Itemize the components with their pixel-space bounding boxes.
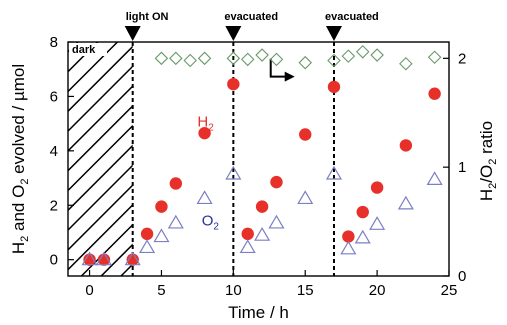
yr-tick-label-1: 1	[458, 159, 466, 176]
h2-point-13	[342, 230, 355, 243]
o2-point-6	[196, 190, 213, 205]
ratio-point-8	[298, 55, 313, 70]
yl-tick-label-3: 6	[50, 88, 58, 105]
event-label-1: evacuated	[224, 11, 278, 23]
h2-point-8	[241, 227, 254, 241]
ratio-point-4	[226, 51, 241, 66]
o2-point-0	[81, 251, 98, 266]
yr-tick-label-0: 0	[458, 268, 466, 285]
x-axis-title: Time / h	[228, 303, 289, 322]
o2-point-1	[95, 251, 112, 266]
h2-point-12	[327, 80, 341, 94]
yl-tick-label-2: 4	[50, 143, 58, 160]
o2-point-16	[397, 195, 414, 210]
series-label-H2: H2	[197, 113, 214, 133]
y-axis-title-left: H2 and O2 evolved / µmol	[9, 64, 31, 254]
dark-label: dark	[72, 44, 96, 56]
x-tick-label-3: 15	[297, 282, 314, 299]
h2-point-11	[299, 128, 312, 141]
o2-point-5	[167, 214, 184, 229]
o2-point-17	[426, 171, 443, 186]
o2-point-10	[268, 214, 285, 229]
o2-point-11	[297, 190, 314, 205]
ratio-point-10	[341, 49, 356, 63]
ratio-annotation-arrow-head	[284, 71, 295, 82]
ratio-point-9	[327, 53, 341, 68]
y-axis-title-right: H2/O2 ratio	[477, 121, 499, 201]
ratio-point-13	[399, 56, 413, 71]
ratio-point-11	[355, 45, 370, 59]
dark-label-bg	[69, 43, 107, 56]
h2-point-3	[140, 227, 154, 241]
h2-point-4	[155, 200, 168, 213]
series-1: O2	[81, 165, 443, 266]
h2-point-2	[126, 253, 139, 266]
plot-border	[67, 41, 450, 277]
event-label-2: evacuated	[325, 11, 379, 23]
ratio-point-1	[169, 51, 183, 66]
h2-point-7	[227, 77, 240, 91]
data-series: H2 O2	[81, 45, 443, 266]
o2-point-13	[340, 240, 357, 255]
event-label-0: light ON	[126, 11, 169, 23]
x-tick-label-0: 0	[85, 282, 93, 299]
o2-point-3	[139, 239, 156, 254]
ratio-annotation-arrow-line	[269, 58, 287, 78]
o2-point-9	[254, 226, 271, 241]
h2-point-5	[169, 177, 183, 190]
o2-point-15	[369, 216, 386, 230]
o2-point-8	[239, 239, 256, 254]
series-label-O2: O2	[202, 213, 220, 233]
o2-point-2	[124, 251, 141, 266]
event-arrow-2	[325, 26, 342, 41]
yr-tick-label-2: 2	[458, 50, 466, 67]
event-arrow-0	[124, 26, 141, 41]
o2-point-12	[325, 165, 343, 180]
ratio-point-14	[427, 50, 442, 65]
ratio-point-3	[197, 51, 212, 66]
ratio-point-2	[183, 53, 197, 68]
h2-point-17	[428, 87, 441, 100]
o2-point-4	[153, 228, 170, 243]
series-2	[154, 45, 442, 71]
axis-labels: Time / h H2 and O2 evolved / µmol H2/O2 ra…	[9, 64, 499, 322]
h2-point-0	[83, 253, 96, 266]
yl-tick-label-4: 8	[50, 34, 58, 51]
yl-tick-label-0: 0	[50, 252, 58, 269]
event-arrow-1	[225, 26, 242, 41]
dark-hatch	[68, 42, 133, 276]
ratio-point-6	[255, 48, 269, 62]
h2-point-10	[270, 175, 283, 189]
ratio-point-7	[269, 52, 284, 67]
h2-point-9	[255, 200, 269, 213]
h2-point-16	[399, 139, 413, 152]
dark-region: dark	[68, 42, 133, 276]
x-tick-label-4: 20	[369, 282, 386, 299]
series-0: H2	[83, 77, 441, 266]
x-tick-label-5: 25	[441, 282, 458, 299]
h2-point-15	[370, 181, 384, 194]
o2-point-7	[225, 165, 242, 180]
ratio-point-12	[370, 48, 384, 62]
h2-point-6	[198, 126, 211, 140]
x-tick-label-2: 10	[225, 282, 242, 299]
h2-point-14	[356, 205, 369, 219]
x-tick-label-1: 5	[157, 282, 165, 299]
o2-point-14	[354, 229, 371, 244]
ratio-point-5	[240, 52, 255, 67]
ratio-point-0	[154, 51, 169, 66]
yl-tick-label-1: 2	[50, 197, 58, 214]
h2-point-1	[97, 253, 111, 266]
